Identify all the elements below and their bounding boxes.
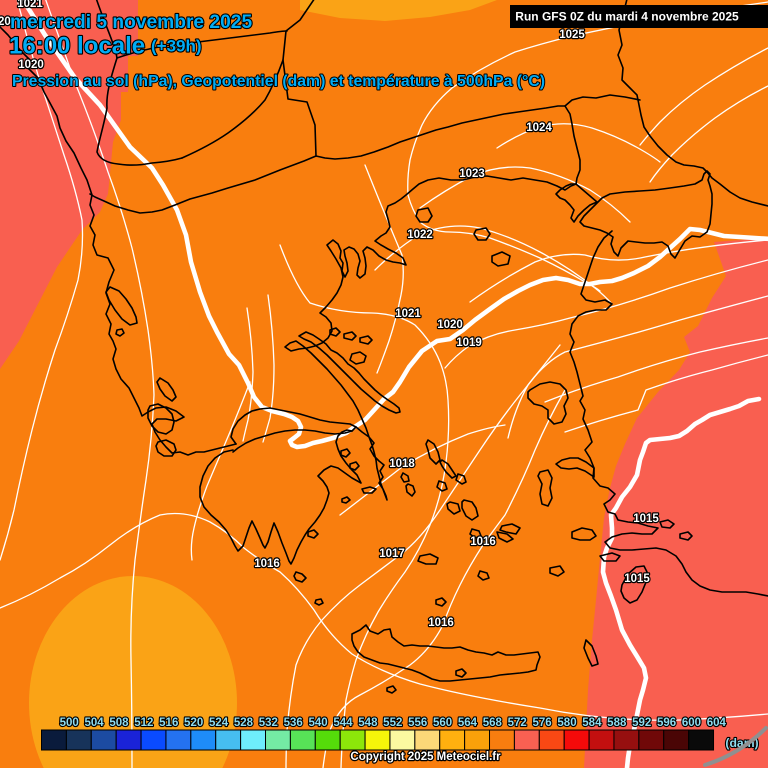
svg-text:1024: 1024: [526, 122, 552, 134]
svg-text:1017: 1017: [379, 548, 405, 560]
svg-text:1020: 1020: [437, 319, 463, 331]
svg-text:516: 516: [159, 717, 178, 729]
svg-text:504: 504: [84, 717, 104, 729]
svg-text:524: 524: [209, 717, 229, 729]
svg-text:(+39h): (+39h): [151, 37, 202, 56]
svg-text:544: 544: [333, 717, 353, 729]
svg-text:1016: 1016: [428, 617, 454, 629]
svg-text:540: 540: [309, 717, 328, 729]
svg-text:1019: 1019: [456, 337, 482, 349]
svg-text:Run GFS 0Z du mardi 4 novembre: Run GFS 0Z du mardi 4 novembre 2025: [515, 10, 739, 24]
svg-text:556: 556: [408, 717, 427, 729]
svg-text:1015: 1015: [633, 513, 659, 525]
svg-text:548: 548: [358, 717, 378, 729]
svg-text:1016: 1016: [470, 536, 496, 548]
svg-text:1018: 1018: [389, 458, 415, 470]
svg-text:528: 528: [234, 717, 254, 729]
svg-text:512: 512: [134, 717, 153, 729]
svg-text:520: 520: [184, 717, 203, 729]
svg-text:1020: 1020: [18, 59, 44, 71]
svg-text:568: 568: [483, 717, 503, 729]
svg-text:1020: 1020: [0, 16, 11, 28]
svg-text:mercredi 5 novembre 2025: mercredi 5 novembre 2025: [10, 12, 252, 33]
svg-text:604: 604: [707, 717, 727, 729]
svg-text:532: 532: [259, 717, 278, 729]
svg-text:Pression au sol (hPa), Geopote: Pression au sol (hPa), Geopotentiel (dam…: [12, 73, 545, 90]
svg-text:1016: 1016: [254, 558, 280, 570]
svg-text:588: 588: [607, 717, 627, 729]
svg-text:572: 572: [508, 717, 527, 729]
svg-text:552: 552: [383, 717, 402, 729]
svg-text:596: 596: [657, 717, 676, 729]
svg-text:1023: 1023: [459, 168, 485, 180]
svg-text:576: 576: [533, 717, 552, 729]
svg-text:592: 592: [632, 717, 651, 729]
svg-text:536: 536: [284, 717, 303, 729]
svg-text:564: 564: [458, 717, 478, 729]
svg-text:600: 600: [682, 717, 701, 729]
svg-text:580: 580: [557, 717, 576, 729]
svg-text:1025: 1025: [559, 29, 585, 41]
svg-text:1021: 1021: [17, 0, 43, 10]
svg-text:584: 584: [582, 717, 602, 729]
svg-text:1021: 1021: [395, 308, 421, 320]
svg-text:Copyright 2025 Meteociel.fr: Copyright 2025 Meteociel.fr: [350, 751, 501, 763]
svg-text:16:00 locale: 16:00 locale: [9, 33, 145, 60]
svg-text:508: 508: [109, 717, 129, 729]
svg-text:500: 500: [60, 717, 79, 729]
svg-text:1022: 1022: [407, 229, 433, 241]
svg-text:1015: 1015: [624, 573, 650, 585]
svg-text:560: 560: [433, 717, 452, 729]
